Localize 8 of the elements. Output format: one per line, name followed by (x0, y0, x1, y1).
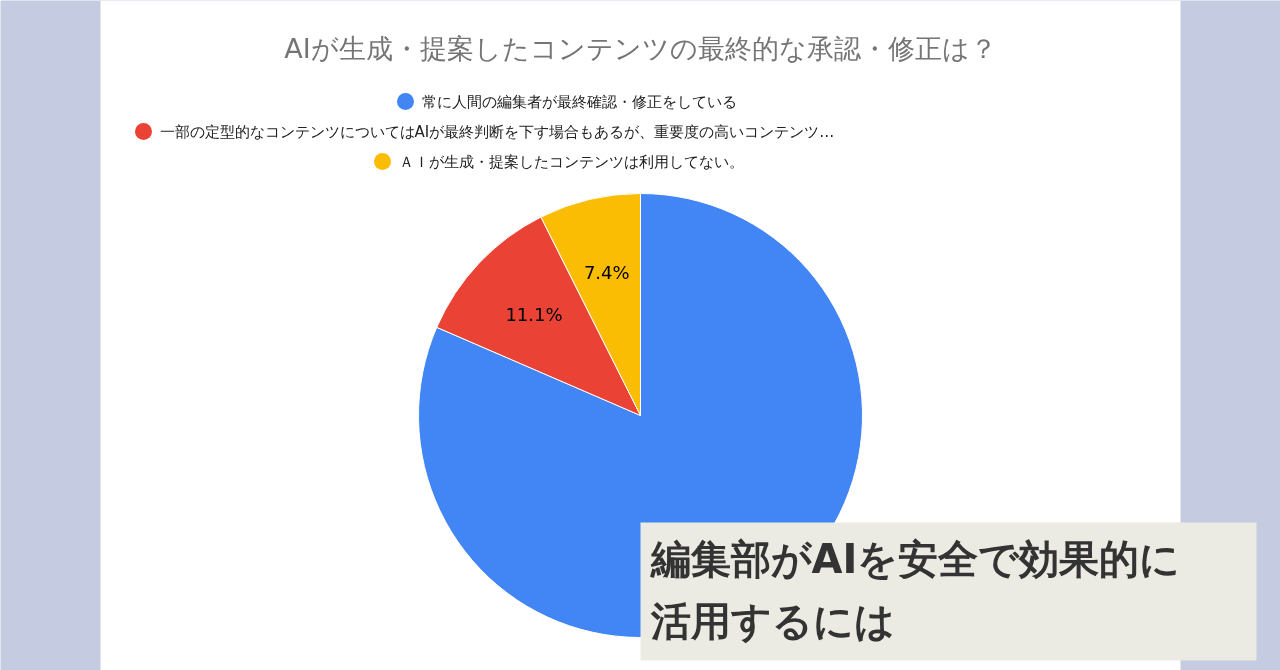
text: 編集部がAIを安全で効果的に (649, 535, 1181, 582)
data-label: 11.1% (505, 304, 563, 326)
legend-label: 常に人間の編集者が最終確認・修正をしている (421, 92, 737, 111)
legend-label: 一部の定型的なコンテンツについてはAIが最終判断を下す場合もあるが、重要度の高いコンテンツ… (159, 122, 835, 141)
chart-title: AIが生成・提案したコンテンツの最終的な承認・修正は？ (284, 33, 997, 64)
legend-label: ＡＩが生成・提案したコンテンツは利用してない。 (398, 152, 744, 171)
text: 活用するには (649, 597, 895, 644)
data-label: 7.4% (583, 262, 630, 284)
